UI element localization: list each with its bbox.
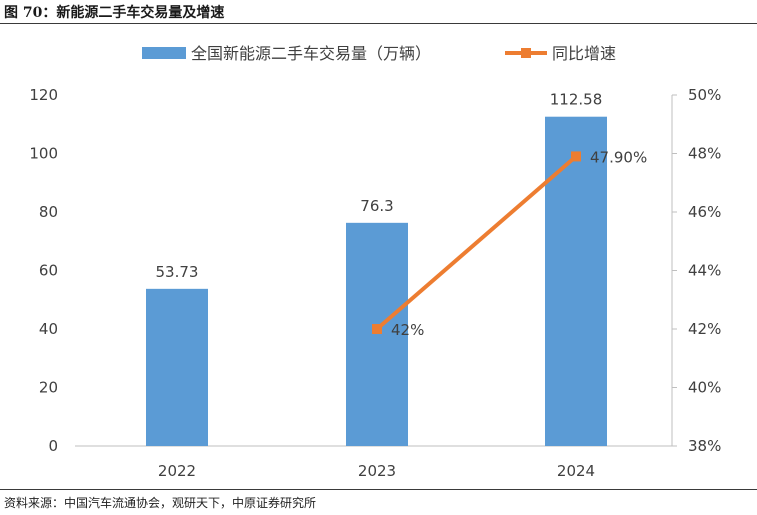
right-axis-tick-label: 50% [688,86,721,104]
bar-value-label: 53.73 [156,263,199,281]
left-axis-tick-label: 20 [39,379,58,397]
growth-point-marker [372,324,382,334]
bar-value-label: 112.58 [550,91,603,109]
bar [545,116,607,447]
left-axis-tick-label: 120 [29,86,58,104]
left-axis-tick-label: 80 [39,203,58,221]
growth-point-marker [571,151,581,162]
legend-bar-label: 全国新能源二手车交易量（万辆） [191,44,431,63]
x-axis-category-label: 2024 [557,462,595,480]
bottom-rule [0,489,757,490]
bar [346,222,408,446]
source-note: 资料来源：中国汽车流通协会，观研天下，中原证券研究所 [4,496,317,510]
bar [146,288,208,446]
legend-line-label: 同比增速 [552,44,616,63]
right-axis-tick-label: 44% [688,262,721,280]
left-axis-tick-label: 100 [29,145,58,163]
bar-value-label: 76.3 [360,197,393,215]
x-axis-category-label: 2023 [358,462,396,480]
right-axis-tick-label: 46% [688,203,721,221]
left-axis-tick-label: 60 [39,262,58,280]
left-axis-tick-label: 0 [48,437,58,455]
x-axis-category-label: 2022 [158,462,196,480]
left-axis-tick-label: 40 [39,320,58,338]
right-axis-tick-label: 40% [688,379,721,397]
right-axis-tick-label: 42% [688,320,721,338]
top-rule [0,23,757,24]
right-axis-tick-label: 48% [688,145,721,163]
growth-line [375,154,578,331]
right-axis-tick-label: 38% [688,437,721,455]
growth-value-label: 47.90% [590,148,647,166]
legend-bar-swatch [142,47,186,59]
figure-title: 图 70：新能源二手车交易量及增速 [4,5,225,21]
growth-value-label: 42% [391,321,424,339]
legend-line-marker [521,48,531,58]
